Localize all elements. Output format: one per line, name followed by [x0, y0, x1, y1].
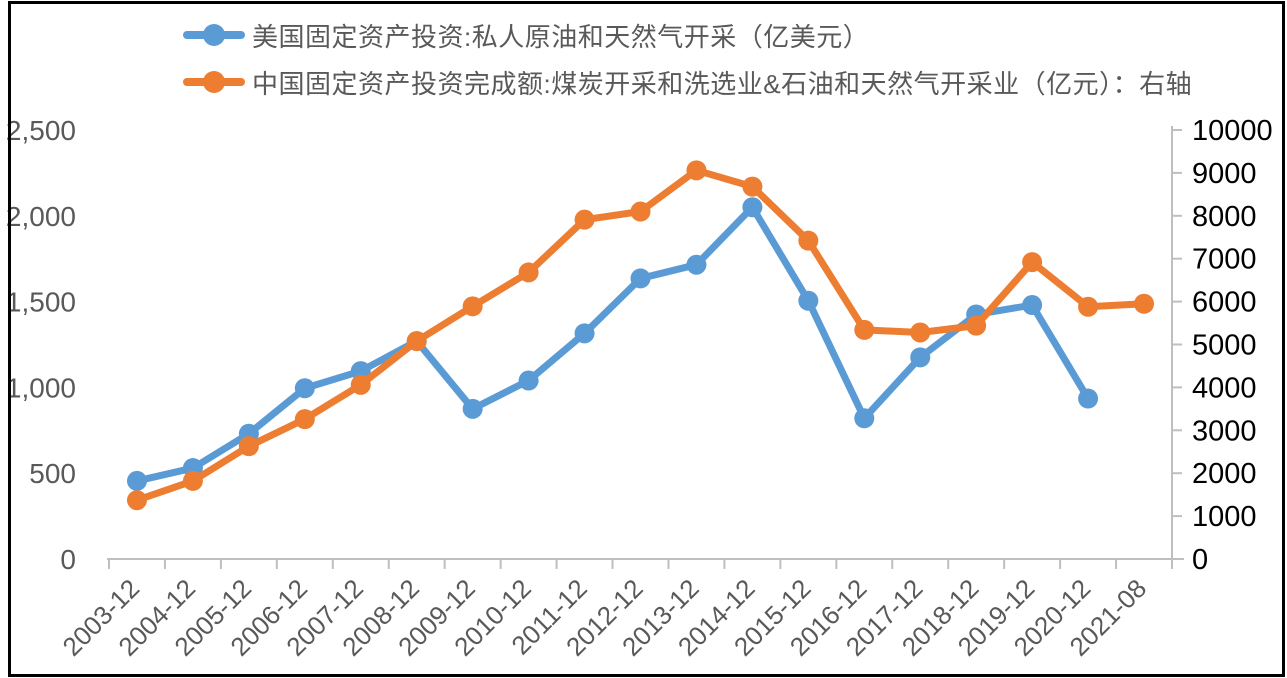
right-axis-tick-label: 10000 — [1192, 115, 1273, 147]
us-series-legend-label: 美国固定资产投资:私人原油和天然气开采（亿美元） — [252, 21, 870, 52]
us-series-marker — [854, 408, 875, 429]
china-series-marker — [518, 262, 539, 283]
right-axis-tick-label: 1000 — [1192, 501, 1257, 533]
right-axis-tick-label: 0 — [1192, 544, 1208, 576]
right-axis-tick-label: 9000 — [1192, 158, 1257, 190]
left-axis-tick-label: 1,500 — [6, 287, 76, 318]
us-series-marker — [574, 323, 595, 344]
china-series-marker — [574, 209, 595, 230]
china-series-legend-marker — [183, 71, 245, 93]
china-series-marker — [742, 176, 763, 197]
legend-item-china: 中国固定资产投资完成额:煤炭开采和洗选业&石油和天然气开采业（亿元）：右轴 — [183, 65, 1192, 99]
us-series-marker — [518, 370, 539, 391]
right-axis-tick-label: 3000 — [1192, 415, 1257, 447]
us-series-marker — [294, 378, 315, 399]
us-series-marker — [1022, 295, 1043, 316]
china-series-marker — [854, 319, 875, 340]
right-axis-tick-label: 8000 — [1192, 201, 1257, 233]
left-axis-tick-label: 500 — [29, 458, 76, 489]
china-series-marker — [630, 201, 651, 222]
china-series-marker — [966, 315, 987, 336]
china-series-marker — [126, 490, 147, 511]
us-series-marker — [630, 268, 651, 289]
china-series-marker — [406, 331, 427, 352]
china-series-marker — [910, 322, 931, 343]
us-series-marker — [1078, 388, 1099, 409]
us-series-marker — [798, 290, 819, 311]
right-axis-tick-label: 4000 — [1192, 372, 1257, 404]
china-series-marker — [686, 160, 707, 181]
left-axis-tick-label: 2,000 — [6, 201, 76, 232]
us-series-legend-marker — [183, 24, 245, 46]
china-series-marker — [238, 436, 259, 457]
left-axis-tick-label: 0 — [60, 544, 76, 575]
china-series-legend-label: 中国固定资产投资完成额:煤炭开采和洗选业&石油和天然气开采业（亿元）：右轴 — [252, 68, 1193, 99]
china-series-marker — [1022, 252, 1043, 273]
us-series-marker — [126, 470, 147, 491]
us-series-marker — [742, 197, 763, 218]
us-series-legend-dot — [203, 24, 225, 46]
china-series-marker — [1078, 296, 1099, 317]
china-series-legend-dot — [203, 71, 225, 93]
china-series-marker — [350, 374, 371, 395]
right-axis-tick-label: 2000 — [1192, 458, 1257, 490]
china-series-marker — [462, 296, 483, 317]
us-series-marker — [462, 398, 483, 419]
china-series-marker — [294, 409, 315, 430]
china-series-marker — [182, 470, 203, 491]
left-axis-tick-label: 1,000 — [6, 372, 76, 403]
left-axis-tick-label: 2,500 — [6, 115, 76, 146]
us-series-line — [133, 203, 1092, 485]
legend-item-us: 美国固定资产投资:私人原油和天然气开采（亿美元） — [183, 18, 1192, 52]
china-series-marker — [798, 230, 819, 251]
us-series-marker — [686, 254, 707, 275]
us-series-marker — [910, 347, 931, 368]
us-series-marker — [350, 361, 371, 382]
legend: 美国固定资产投资:私人原油和天然气开采（亿美元） 中国固定资产投资完成额:煤炭开… — [183, 18, 1192, 112]
right-axis-tick-label: 5000 — [1192, 330, 1257, 362]
china-series-marker — [1134, 293, 1155, 314]
right-axis-tick-label: 6000 — [1192, 287, 1257, 319]
right-axis-tick-label: 7000 — [1192, 244, 1257, 276]
